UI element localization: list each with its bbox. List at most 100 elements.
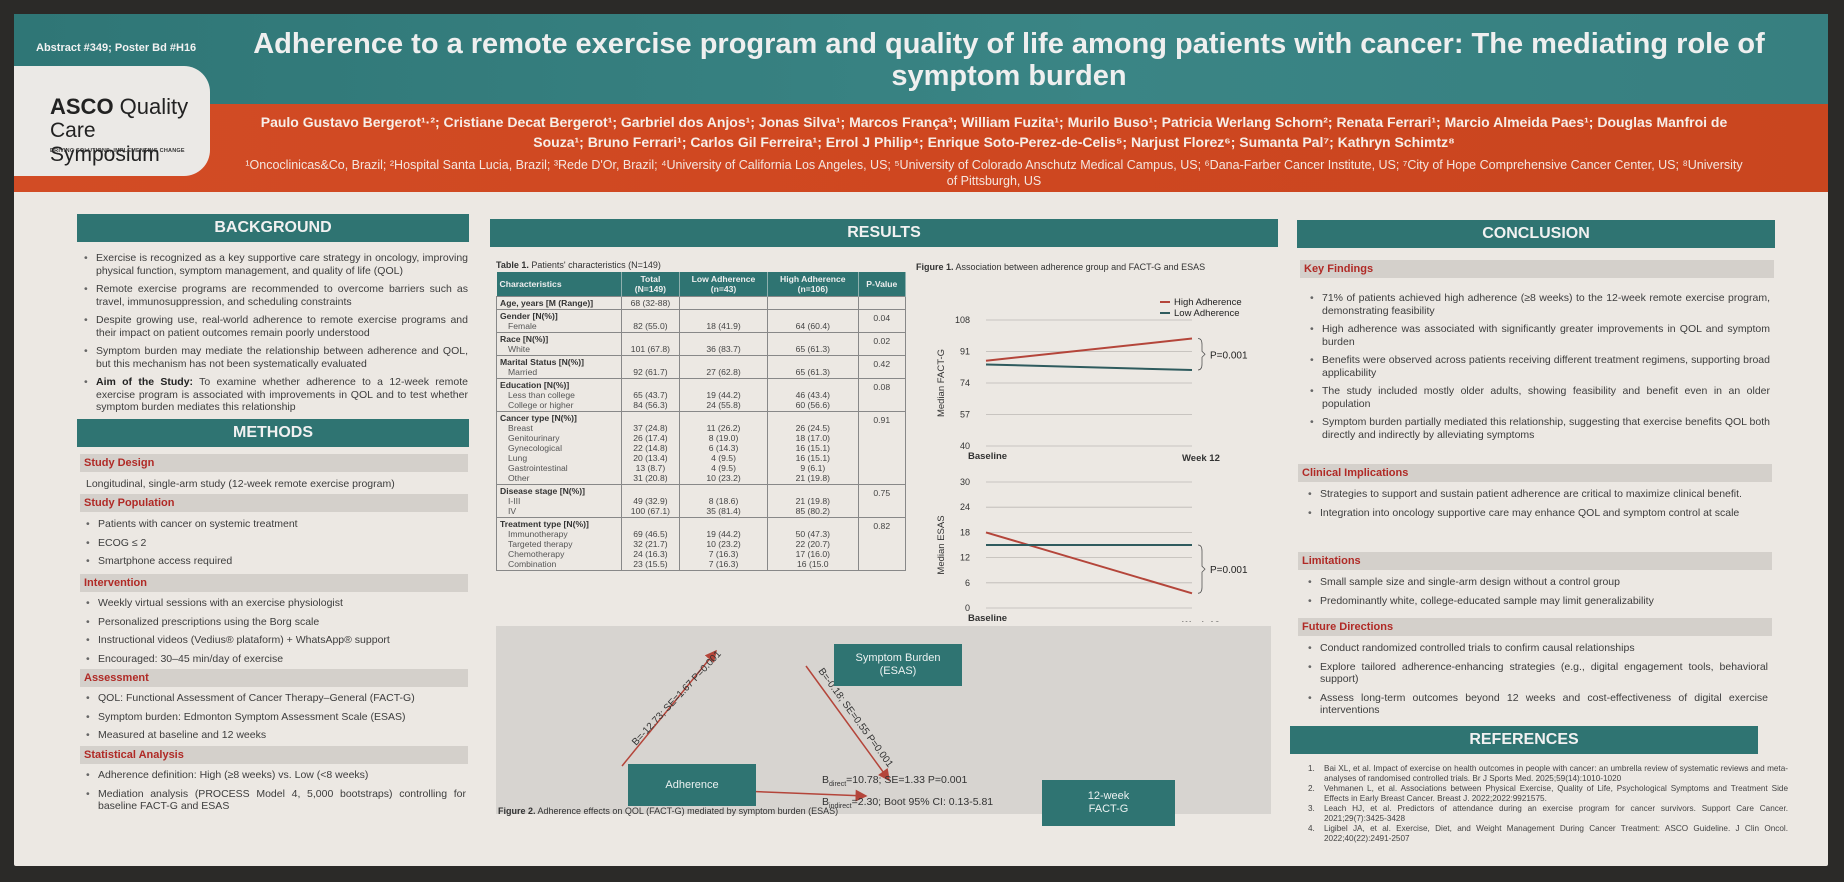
table-row: Gender [N(%)] Female 82 (55.0) 18 (41.9) 64 …: [496, 309, 907, 333]
intervention-bullet: Encouraged: 30–45 min/day of exercise: [86, 653, 466, 666]
group-label: Education [N(%)]: [500, 380, 570, 390]
cell-value: 46 (43.4): [795, 390, 830, 400]
references-heading: REFERENCES: [1290, 726, 1758, 754]
p-value-annotation: P=0.001: [1210, 565, 1248, 576]
cell-p-value: 0.82: [857, 517, 907, 571]
cell-low: 19 (44.2) 24 (55.8): [678, 378, 769, 412]
key-findings-list: 71% of patients achieved high adherence …: [1310, 292, 1770, 447]
node-fact-g: 12-week FACT-G: [1042, 780, 1175, 826]
background-list: Exercise is recognized as a key supporti…: [84, 252, 468, 420]
reference-text: Ligibel JA, et al. Exercise, Diet, and W…: [1324, 824, 1788, 843]
clinical-implication-bullet: Strategies to support and sustain patien…: [1308, 488, 1768, 501]
logo-asco: ASCO: [50, 94, 114, 119]
cell-value: 65 (61.3): [795, 367, 830, 377]
cell-total: 69 (46.5) 32 (21.7) 24 (16.3) 23 (15.5): [620, 517, 680, 571]
y-tick-label: 6: [965, 578, 970, 588]
p-value-annotation: P=0.001: [1210, 350, 1248, 361]
background-heading: BACKGROUND: [77, 214, 469, 242]
intervention-list: Weekly virtual sessions with an exercise…: [86, 597, 466, 671]
x-tick-label: Baseline: [968, 613, 1007, 622]
references-list: 1. Bai XL, et al. Impact of exercise on h…: [1308, 764, 1788, 844]
subgroup-label: Lung: [508, 453, 528, 463]
row-label: Gender [N(%)] Female: [496, 309, 622, 333]
logo-tagline: DRIVING SOLUTIONS, IMPLEMENTING CHANGE: [50, 148, 185, 154]
cell-p-value: 0.91: [857, 411, 907, 485]
cell-low: 11 (26.2) 8 (19.0) 6 (14.3) 4 (9.5) 4 (9.5) 1…: [678, 411, 769, 485]
clinical-implication-bullet: Integration into oncology supportive car…: [1308, 507, 1768, 520]
cell-value: 65 (43.7): [633, 390, 668, 400]
cell-high: 26 (24.5) 18 (17.0) 16 (15.1) 16 (15.1) 9 (6…: [767, 411, 859, 485]
indirect-values: =2.30; Boot 95% CI: 0.13-5.81: [851, 796, 994, 808]
cell-value: 101 (67.8): [630, 344, 670, 354]
study-design-text: Longitudinal, single-arm study (12-week …: [86, 478, 395, 490]
methods-heading: METHODS: [77, 419, 469, 447]
legend-label: Low Adherence: [1174, 308, 1240, 319]
assessment-list: QOL: Functional Assessment of Cancer The…: [86, 692, 466, 748]
cell-high: 50 (47.3) 22 (20.7) 17 (16.0) 16 (15.0: [767, 517, 859, 571]
indirect-sub: indirect: [829, 803, 852, 811]
cell-value: 10 (23.2): [706, 473, 741, 483]
table-column-header: High Adherence (n=106): [767, 272, 859, 297]
subgroup-label: Immunotherapy: [508, 529, 568, 539]
reference-item: 3. Leach HJ, et al. Predictors of attenda…: [1308, 804, 1788, 823]
study-design-heading: Study Design: [80, 454, 468, 472]
statistical-analysis-list: Adherence definition: High (≥8 weeks) vs…: [86, 769, 466, 819]
intervention-bullet: Weekly virtual sessions with an exercise…: [86, 597, 466, 610]
cell-low: 8 (18.6) 35 (81.4): [678, 484, 769, 518]
asco-logo: ASCO Quality Care Symposium DRIVING SOLU…: [14, 66, 210, 176]
group-label: Treatment type [N(%)]: [500, 519, 589, 529]
cell-total: 92 (61.7): [620, 355, 680, 379]
background-bullet: Exercise is recognized as a key supporti…: [84, 252, 468, 277]
group-label: Marital Status [N(%)]: [500, 357, 585, 367]
table-row: Cancer type [N(%)] Breast Genitourinary Gyn…: [496, 411, 907, 485]
figure2-caption: Figure 2. Adherence effects on QOL (FACT…: [498, 806, 838, 816]
assessment-heading: Assessment: [80, 669, 468, 687]
y-tick-label: 57: [960, 410, 970, 420]
cell-total: 65 (43.7) 84 (56.3): [620, 378, 680, 412]
cell-value: 8 (18.6): [708, 496, 739, 506]
reference-item: 4. Ligibel JA, et al. Exercise, Diet, and…: [1308, 824, 1788, 843]
cell-value: 18 (17.0): [795, 433, 830, 443]
direct-effect-label: Bdirect=10.78; SE=1.33 P=0.001: [822, 774, 967, 788]
cell-value: 36 (83.7): [706, 344, 741, 354]
group-label: Age, years [M (Range)]: [500, 298, 594, 308]
cell-high: 46 (43.4) 60 (56.6): [767, 378, 859, 412]
cell-value: 9 (6.1): [800, 463, 826, 473]
intervention-heading: Intervention: [80, 574, 468, 592]
cell-high: 65 (61.3): [767, 332, 859, 356]
cell-value: 60 (56.6): [795, 400, 830, 410]
table-row: Race [N(%)] White 101 (67.8) 36 (83.7) 65 (6…: [496, 332, 907, 356]
x-tick-label: Week 12: [1182, 620, 1220, 622]
limitation-bullet: Predominantly white, college-educated sa…: [1308, 595, 1768, 608]
cell-value: 21 (19.8): [795, 496, 830, 506]
author-list: Paulo Gustavo Bergerot¹·²; Cristiane Dec…: [260, 114, 1728, 150]
cell-p-value: 0.75: [857, 484, 907, 518]
limitations-heading: Limitations: [1298, 552, 1772, 570]
mediation-arrows: B=-12.73; SE=1.67 P=0.001 B=-0.18; SE=0.…: [621, 649, 895, 802]
path-a-arrow: [621, 649, 717, 767]
cell-value: 32 (21.7): [633, 539, 668, 549]
cell-p-value: 0.08: [857, 378, 907, 412]
indirect-b: B: [822, 796, 830, 808]
logo-symposium: Care Symposium: [50, 119, 160, 166]
patient-characteristics-table: Characteristics Total (N=149) Low Adherenc…: [496, 272, 907, 571]
background-bullet: Despite growing use, real-world adherenc…: [84, 314, 468, 339]
direct-sub: direct: [829, 781, 847, 789]
cell-value: 68 (32-88): [630, 298, 671, 308]
cell-value: 26 (24.5): [795, 423, 830, 433]
y-tick-label: 12: [960, 553, 970, 563]
cell-value: 19 (44.2): [706, 390, 741, 400]
table-row: Age, years [M (Range)] 68 (32-88): [496, 296, 907, 310]
cell-value: 7 (16.3): [708, 559, 739, 569]
cell-total: 49 (32.9) 100 (67.1): [620, 484, 680, 518]
y-axis-label: Median ESAS: [936, 515, 947, 574]
direct-b: B: [822, 774, 830, 786]
table-row: Disease stage [N(%)] I-III IV 49 (32.9) 100 …: [496, 484, 907, 518]
group-label: Disease stage [N(%)]: [500, 486, 586, 496]
future-directions-list: Conduct randomized controlled trials to …: [1308, 642, 1768, 723]
cell-value: 4 (9.5): [711, 463, 736, 473]
cell-value: 22 (20.7): [795, 539, 830, 549]
aim-label: Aim of the Study:: [96, 376, 194, 388]
cell-total: 37 (24.8) 26 (17.4) 22 (14.8) 20 (13.4) 13 (…: [620, 411, 680, 485]
cell-high: [767, 296, 859, 310]
